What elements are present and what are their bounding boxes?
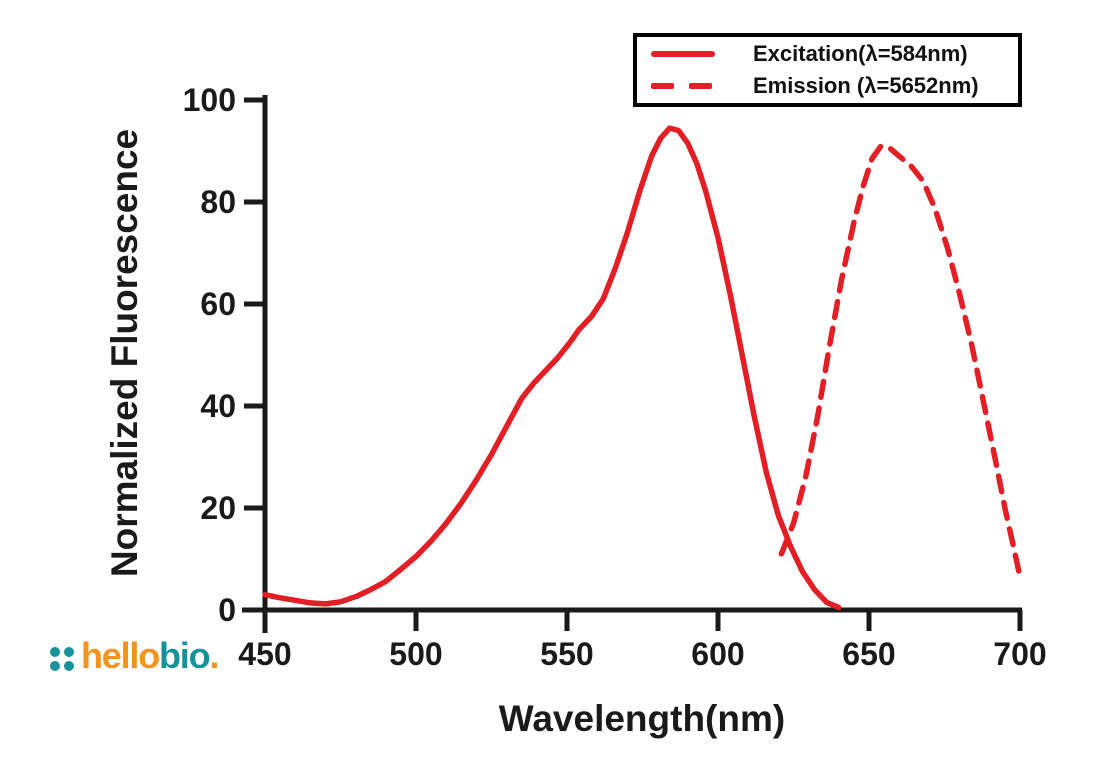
axis-ticks — [244, 97, 1023, 631]
logo-text-period: . — [209, 635, 219, 676]
solid-line-swatch — [651, 51, 729, 58]
y-axis-title: Normalized Fluorescence — [104, 129, 145, 577]
dot-icon — [50, 647, 60, 657]
y-tick-label: 60 — [200, 286, 236, 322]
legend-item-excitation: Excitation(λ=584nm) — [637, 40, 1018, 68]
x-tick-label: 550 — [540, 636, 593, 672]
legend-label-excitation: Excitation(λ=584nm) — [753, 41, 968, 67]
axis-tick-labels: 450 500 550 600 650 700 0 20 40 60 80 100 — [183, 82, 1047, 672]
curve-solid — [262, 125, 842, 611]
legend-item-emission: Emission (λ=5652nm) — [637, 72, 1018, 100]
four-dots-icon — [50, 647, 74, 671]
dot-icon — [64, 661, 74, 671]
x-tick-label: 600 — [691, 636, 744, 672]
dot-icon — [64, 647, 74, 657]
legend-label-emission: Emission (λ=5652nm) — [753, 72, 979, 98]
y-tick-label: 100 — [183, 82, 236, 118]
logo-wordmark: hellobio. — [81, 632, 219, 680]
x-tick-label: 700 — [993, 636, 1046, 672]
logo-text-bio: bio — [159, 635, 211, 676]
legend: Excitation(λ=584nm) Emission (λ=5652nm) — [633, 33, 1022, 107]
dash-icon — [689, 82, 712, 89]
x-tick-label: 650 — [842, 636, 895, 672]
dot-icon — [50, 661, 60, 671]
dash-icon — [651, 82, 674, 89]
spectrum-curves — [262, 125, 1023, 611]
y-tick-label: 40 — [200, 388, 236, 424]
hellobio-logo: hellobio. — [50, 632, 219, 680]
x-tick-label: 500 — [389, 636, 442, 672]
solid-line-icon — [651, 51, 715, 58]
x-tick-label: 450 — [238, 636, 291, 672]
y-tick-label: 80 — [200, 184, 236, 220]
logo-text-hello: hello — [81, 635, 160, 676]
y-tick-label: 0 — [218, 592, 236, 628]
y-tick-label: 20 — [200, 490, 236, 526]
dashed-line-swatch — [651, 82, 729, 89]
x-axis-title: Wavelength(nm) — [499, 698, 785, 739]
axes — [242, 95, 1022, 633]
curve-dashed — [778, 143, 1023, 580]
